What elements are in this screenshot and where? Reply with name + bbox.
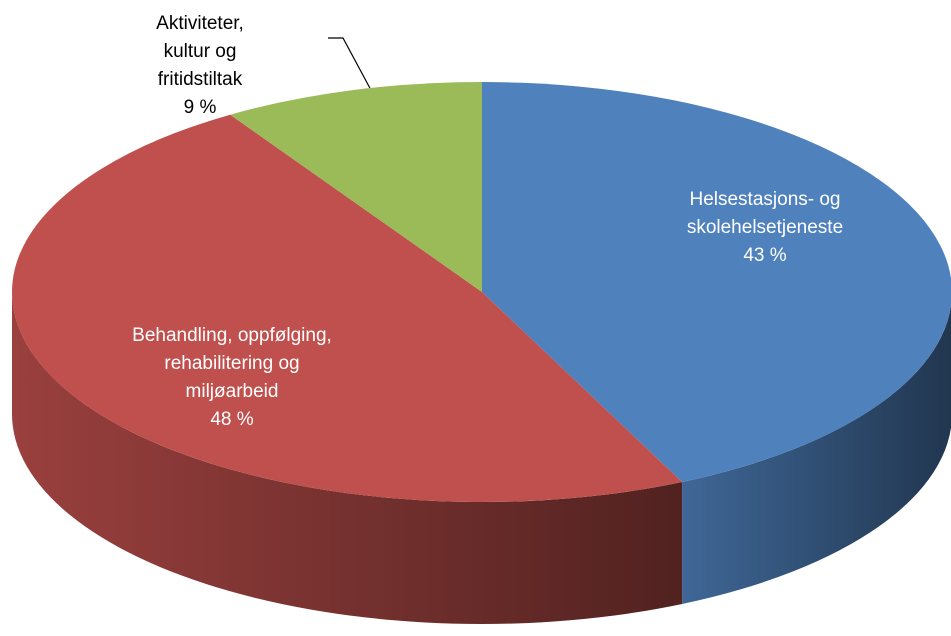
slice-label: Aktiviteter, kultur og fritidstiltak 9 % xyxy=(110,10,290,122)
slice xyxy=(11,114,683,503)
slice-label: Behandling, oppfølging, rehabilitering o… xyxy=(112,322,352,434)
leader-line xyxy=(328,37,373,93)
category-name: Aktiviteter, kultur og fritidstiltak xyxy=(156,13,244,90)
slice-side xyxy=(12,292,683,624)
category-name: Behandling, oppfølging, rehabilitering o… xyxy=(132,325,332,402)
slice-side xyxy=(682,305,951,605)
value-label: 43 % xyxy=(743,245,787,266)
value-label: 9 % xyxy=(183,97,217,118)
slice xyxy=(482,82,951,483)
slice-label: Helsestasjons- og skolehelsetjeneste 43 % xyxy=(640,186,890,270)
value-label: 48 % xyxy=(210,409,254,430)
category-name: Helsestasjons- og skolehelsetjeneste xyxy=(686,189,844,238)
slice xyxy=(230,82,482,292)
